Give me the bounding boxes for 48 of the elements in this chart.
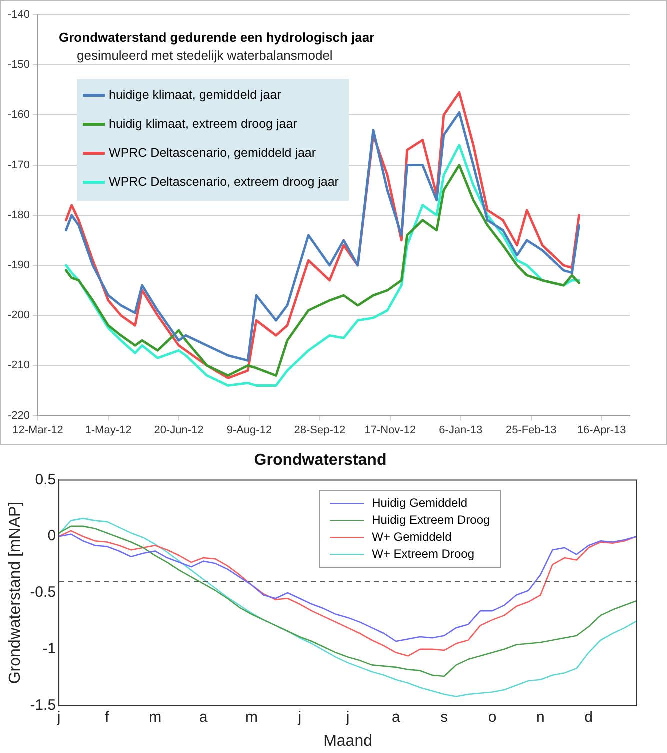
legend-label: Huidig Gemiddeld — [372, 495, 468, 512]
x-tick-label: f — [105, 708, 110, 726]
x-tick-label: a — [199, 708, 208, 726]
y-tick-label: -170 — [8, 159, 30, 172]
x-tick-label: 17-Nov-12 — [364, 424, 416, 436]
x-tick-label: j — [297, 708, 302, 726]
y-tick-label: 0.5 — [35, 471, 56, 488]
x-tick-label: j — [345, 708, 350, 726]
y-tick-label: 0 — [48, 528, 56, 545]
text: gesimuleerd met stedelijk waterbalansmodel — [77, 48, 333, 63]
y-tick-label: -150 — [8, 59, 30, 72]
x-tick-label: s — [440, 708, 448, 726]
x-tick-label: o — [488, 708, 497, 726]
y-tick-label: -0.5 — [30, 584, 56, 602]
y-tick-label: -220 — [8, 410, 30, 422]
x-tick-label: m — [149, 708, 162, 726]
x-tick-label: a — [392, 708, 402, 726]
y-axis-title: Grondwaterstand [mNAP] — [7, 502, 24, 684]
x-axis-title: Maand — [324, 732, 372, 750]
x-tick-label: 12-Mar-12 — [12, 424, 64, 436]
legend-label: W+ Extreem Droog — [372, 546, 474, 564]
x-tick-label: j — [56, 708, 61, 726]
y-tick-label: -140 — [8, 9, 30, 22]
y-tick-label: -200 — [8, 310, 30, 322]
y-tick-label: -1.5 — [30, 696, 56, 714]
x-tick-label: 20-Jun-12 — [154, 424, 204, 436]
y-tick-label: -190 — [8, 260, 30, 272]
x-tick-label: m — [245, 708, 258, 726]
x-tick-label: 9-Aug-12 — [226, 424, 272, 436]
legend-label: Huidig Extreem Droog — [372, 512, 490, 530]
x-tick-label: 25-Feb-13 — [506, 424, 557, 436]
x-tick-label: d — [584, 708, 594, 726]
legend-label: WPRC Deltascenario, gemiddeld jaar — [109, 145, 316, 162]
legend-label: W+ Gemiddeld — [372, 529, 452, 546]
chart-title: Grondwaterstand — [254, 452, 387, 470]
x-tick-label: 6-Jan-13 — [439, 424, 483, 436]
y-tick-label: -180 — [8, 209, 30, 222]
y-tick-label: -1 — [42, 640, 56, 658]
x-tick-label: 28-Sep-12 — [294, 424, 346, 436]
text: Grondwaterstand gedurende een hydrologisch jaar — [59, 30, 375, 45]
y-tick-label: -160 — [8, 109, 30, 122]
legend-label: WPRC Deltascenario, extreem droog jaar — [109, 174, 339, 191]
legend-label: huidig klimaat, extreem droog jaar — [109, 116, 298, 133]
y-tick-label: -210 — [8, 360, 30, 372]
legend-label: huidige klimaat, gemiddeld jaar — [109, 87, 282, 104]
x-tick-label: 16-Apr-13 — [577, 424, 626, 436]
x-tick-label: n — [536, 708, 545, 726]
x-tick-label: 1-May-12 — [85, 424, 132, 436]
